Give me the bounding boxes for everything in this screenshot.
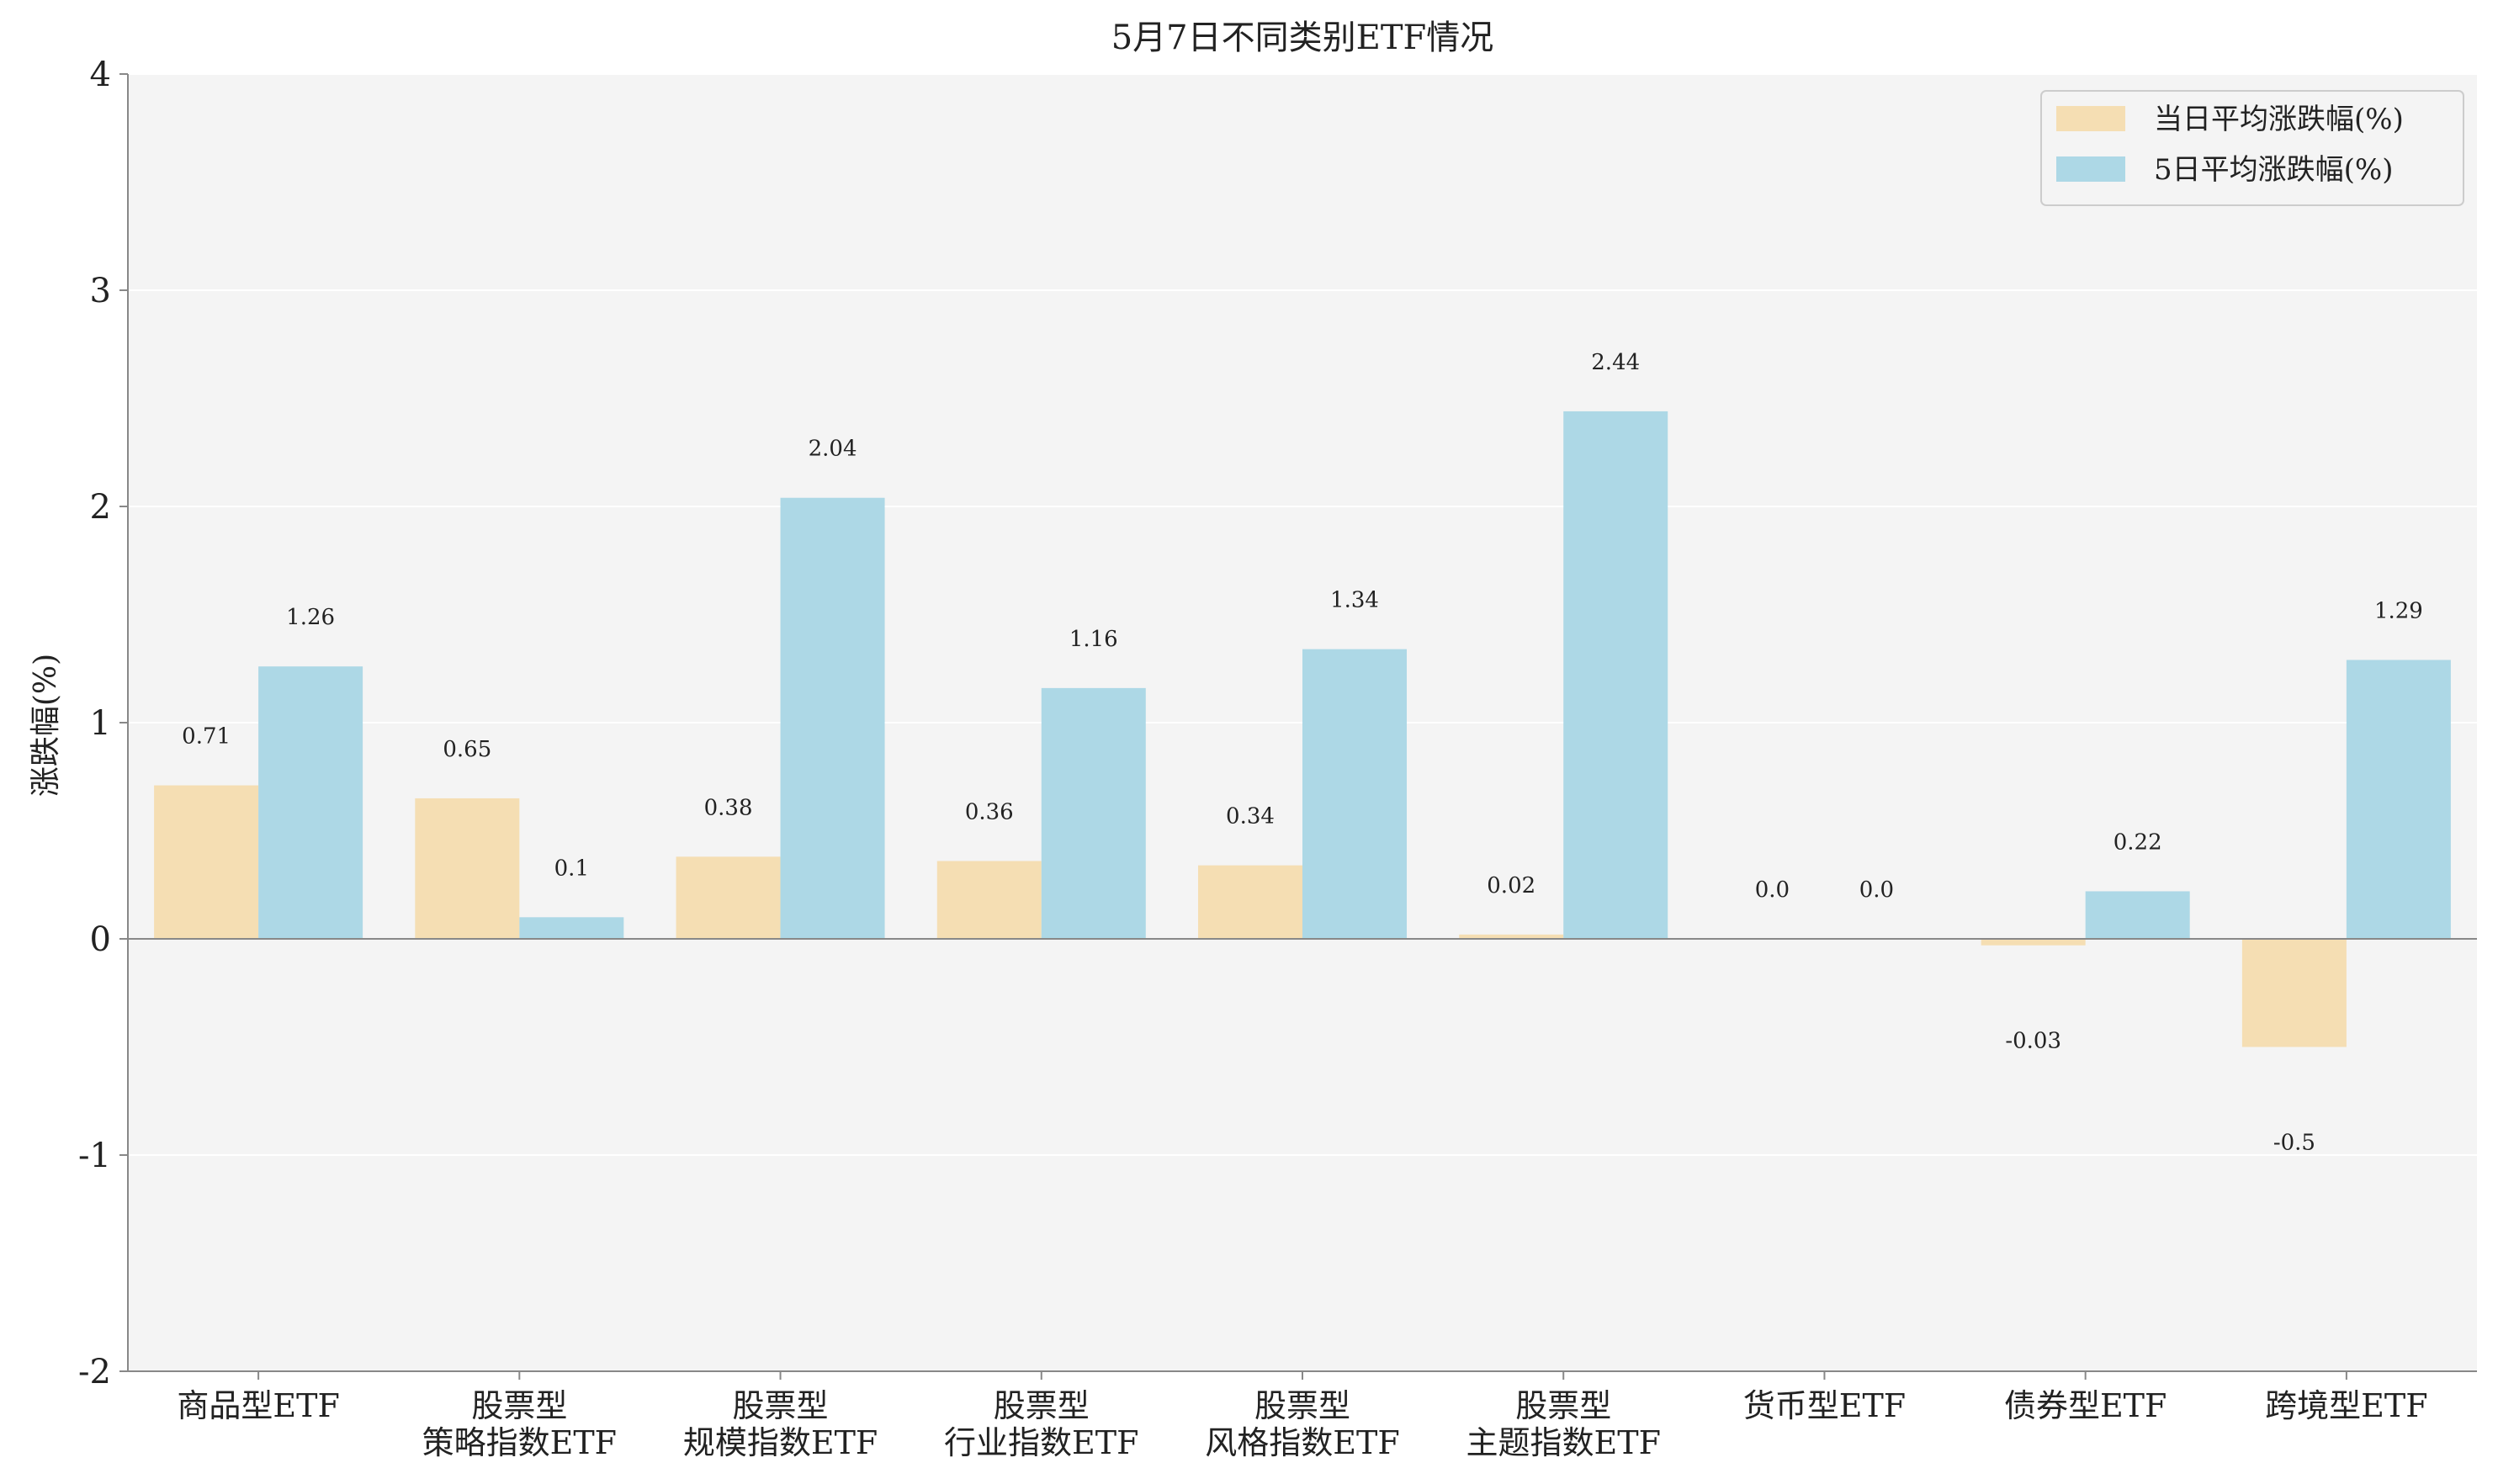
bar-daily	[1459, 934, 1564, 939]
legend-box	[2040, 90, 2464, 206]
x-tick-label: 货币型ETF	[1743, 1387, 1906, 1424]
bar-5day	[780, 497, 885, 939]
x-tick-label: 股票型	[1515, 1387, 1611, 1424]
x-tick-label: 商品型ETF	[177, 1387, 339, 1424]
y-tick-label: 1	[90, 704, 111, 743]
data-label-5day: 1.29	[2374, 598, 2423, 623]
data-label-5day: 1.34	[1330, 588, 1379, 613]
x-tick-label: 股票型	[733, 1387, 829, 1424]
bar-daily	[2241, 939, 2347, 1047]
x-tick-label: 股票型	[994, 1387, 1090, 1424]
data-labels: 0.71 1.26 0.65 0.1 0.38 2.04 0.36 1.16 0.34 1.34 0…	[182, 350, 2423, 1156]
bar-daily	[1198, 865, 1302, 939]
x-tick-label: 股票型	[1254, 1387, 1350, 1424]
chart-title: 5月7日不同类别ETF情况	[1111, 19, 1494, 57]
data-label-daily: 0.02	[1487, 873, 1535, 898]
data-label-5day: 1.26	[286, 605, 335, 630]
y-axis-label: 涨跌幅(%)	[29, 654, 63, 797]
legend-swatch-5day	[2056, 156, 2125, 182]
y-tick-label: -1	[78, 1137, 111, 1175]
data-label-daily: 0.65	[443, 737, 491, 762]
y-tick-label: 2	[90, 488, 111, 527]
x-tick-label: 行业指数ETF	[944, 1424, 1138, 1461]
data-label-5day: 2.44	[1591, 350, 1640, 375]
data-label-daily: 0.36	[965, 799, 1014, 824]
data-label-daily: -0.03	[2005, 1029, 2061, 1054]
data-label-daily: 0.38	[704, 795, 753, 820]
y-tick-label: 3	[90, 272, 111, 310]
data-label-5day: 0.1	[554, 856, 589, 881]
y-tick-label: 4	[90, 56, 111, 94]
data-label-5day: 0.22	[2113, 829, 2162, 855]
legend: 当日平均涨跌幅(%) 5日平均涨跌幅(%)	[2040, 90, 2464, 206]
data-label-daily: 0.71	[182, 724, 231, 750]
bar-5day	[258, 666, 363, 939]
x-tick-label: 规模指数ETF	[683, 1424, 878, 1461]
bar-daily	[676, 856, 781, 939]
data-label-5day: 0.0	[1859, 877, 1894, 903]
data-label-daily: 0.34	[1226, 804, 1275, 829]
bar-daily	[415, 798, 520, 939]
bar-5day	[2085, 891, 2190, 939]
data-label-5day: 2.04	[809, 437, 857, 462]
data-label-daily: 0.0	[1755, 877, 1790, 903]
x-tick-label: 股票型	[471, 1387, 567, 1424]
bar-5day	[1302, 649, 1407, 939]
data-label-daily: -0.5	[2273, 1131, 2315, 1156]
bar-daily	[154, 785, 259, 939]
legend-label-5day: 5日平均涨跌幅(%)	[2154, 153, 2393, 187]
y-ticks: -2 -1 0 1 2 3 4	[78, 56, 128, 1391]
y-tick-label: 0	[90, 920, 111, 959]
bar-5day	[1041, 687, 1146, 939]
x-tick-label: 策略指数ETF	[422, 1424, 617, 1461]
bar-5day	[2346, 660, 2451, 939]
bar-daily	[1981, 939, 2086, 946]
y-tick-label: -2	[78, 1353, 111, 1391]
x-tick-label: 主题指数ETF	[1466, 1424, 1660, 1461]
x-tick-label: 风格指数ETF	[1205, 1424, 1399, 1461]
bar-5day	[1563, 411, 1668, 939]
x-tick-label: 跨境型ETF	[2265, 1387, 2427, 1424]
x-ticks: 商品型ETF 股票型策略指数ETF股票型规模指数ETF股票型行业指数ETF股票型风…	[177, 1371, 2428, 1461]
bars	[154, 411, 2451, 1047]
legend-label-daily: 当日平均涨跌幅(%)	[2154, 103, 2404, 136]
bar-5day	[519, 917, 624, 939]
legend-swatch-daily	[2056, 106, 2125, 131]
bar-daily	[936, 861, 1042, 939]
data-label-5day: 1.16	[1069, 627, 1118, 652]
x-tick-label: 债券型ETF	[2004, 1387, 2167, 1424]
